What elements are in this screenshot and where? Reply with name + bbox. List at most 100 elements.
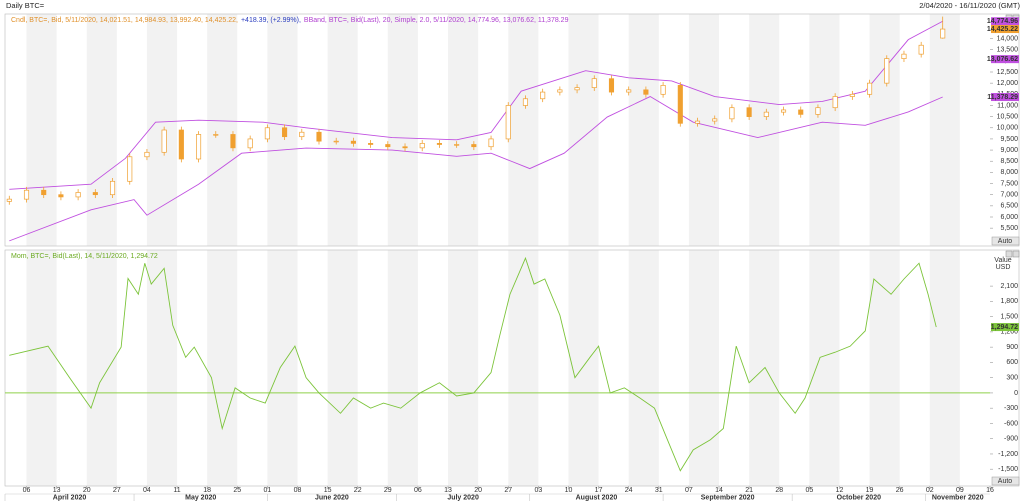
candle-body <box>522 98 529 106</box>
week-stripe <box>26 250 57 486</box>
x-tick-label: 08 <box>294 487 302 494</box>
week-stripe <box>568 250 599 486</box>
y-tick-label: 10,500 <box>997 113 1019 120</box>
candle-body <box>729 107 735 120</box>
x-tick-label: 21 <box>745 487 753 494</box>
week-stripe <box>327 250 358 486</box>
candle-body <box>161 129 167 153</box>
panel-control[interactable] <box>1005 250 1013 258</box>
candle-body <box>299 131 305 138</box>
y-tick-label: 14,000 <box>997 35 1019 42</box>
auto-button[interactable] <box>991 236 1020 246</box>
candle-body <box>178 129 184 160</box>
value-badge-label: 14,425.22 <box>987 26 1018 33</box>
legend-entry: +418.39, (+2.99%), <box>241 17 301 24</box>
panel-legend: Mom, BTC=, Bid(Last), 14, 5/11/2020, 1,2… <box>11 253 158 260</box>
candle-body <box>92 192 98 196</box>
x-tick-label: 15 <box>324 487 332 494</box>
candle-body <box>505 105 511 140</box>
x-tick-label: 07 <box>685 487 693 494</box>
candle-body <box>574 87 580 91</box>
week-stripe <box>869 14 900 246</box>
x-tick-label: 24 <box>625 487 633 494</box>
candle-body <box>333 140 339 143</box>
y-axis-label: Value <box>994 257 1011 264</box>
candle-body <box>591 78 597 88</box>
y-tick-label: -1,200 <box>998 451 1018 458</box>
candle-body <box>127 156 133 182</box>
candle-body <box>763 111 769 117</box>
candle-body <box>75 192 81 198</box>
x-tick-label: 18 <box>203 487 211 494</box>
candle-body <box>23 189 30 200</box>
y-tick-label: -900 <box>1004 436 1018 443</box>
candle-body <box>316 131 322 142</box>
y-tick-label: 900 <box>1006 344 1018 351</box>
week-stripe <box>448 250 479 486</box>
candle-body <box>419 143 425 149</box>
y-tick-label: 8,500 <box>1000 158 1018 165</box>
candle-body <box>557 89 563 93</box>
y-tick-label: 7,000 <box>1000 192 1018 199</box>
x-tick-label: 01 <box>263 487 271 494</box>
auto-button-label[interactable]: Auto <box>998 478 1013 485</box>
value-badge-label: 1,294.72 <box>991 324 1018 331</box>
y-tick-label: -600 <box>1004 420 1018 427</box>
week-stripe <box>327 14 358 246</box>
x-tick-label: 31 <box>655 487 663 494</box>
month-label: June 2020 <box>315 494 349 501</box>
y-tick-label: 6,000 <box>1000 214 1018 221</box>
y-tick-label: 1,200 <box>1000 329 1018 336</box>
y-tick-label: 6,500 <box>1000 203 1018 210</box>
candle-body <box>746 107 752 117</box>
candle-body <box>385 144 391 148</box>
month-label: May 2020 <box>185 494 216 501</box>
week-stripe <box>929 250 960 486</box>
month-label: August 2020 <box>576 494 618 501</box>
x-tick-label: 20 <box>83 487 91 494</box>
candle-body <box>712 118 718 122</box>
candle-body <box>6 198 12 202</box>
candle-body <box>350 140 356 144</box>
y-tick-label: 7,500 <box>1000 180 1018 187</box>
legend-entry: Cndl, BTC=, Bid, 5/11/2020, 14,021.51, 1… <box>11 17 238 24</box>
x-tick-label: 25 <box>233 487 241 494</box>
value-badge <box>991 55 1019 64</box>
candle-body <box>626 89 632 93</box>
x-tick-label: 10 <box>565 487 573 494</box>
week-stripe <box>86 250 117 486</box>
candle-body <box>643 89 649 95</box>
candle-body <box>867 82 873 95</box>
panel-control[interactable] <box>1012 250 1020 258</box>
month-label: July 2020 <box>447 494 479 501</box>
value-badge-label: 13,076.62 <box>987 56 1018 63</box>
candle-body <box>247 138 253 149</box>
month-label: September 2020 <box>701 494 755 501</box>
auto-button-label[interactable]: Auto <box>998 238 1013 245</box>
x-tick-label: 22 <box>354 487 362 494</box>
week-stripe <box>146 250 178 486</box>
candle-body <box>196 134 202 160</box>
week-stripe <box>207 14 238 246</box>
candle-body <box>884 58 890 84</box>
x-tick-label: 26 <box>896 487 904 494</box>
auto-button[interactable] <box>991 476 1020 486</box>
y-tick-label: 600 <box>1006 359 1018 366</box>
week-stripe <box>508 250 539 486</box>
x-tick-label: 13 <box>444 487 452 494</box>
week-stripe <box>508 14 539 246</box>
y-tick-label: 2,100 <box>1000 283 1018 290</box>
y-tick-label: 0 <box>1014 390 1018 397</box>
week-stripe <box>26 14 57 246</box>
candle-body <box>849 93 855 97</box>
line-series <box>9 256 937 472</box>
y-tick-label: 11,000 <box>997 102 1018 109</box>
line-series <box>9 96 943 242</box>
legend-entry: Mom, BTC=, Bid(Last), 14, 5/11/2020, 1,2… <box>11 253 158 260</box>
x-tick-label: 27 <box>504 487 512 494</box>
x-tick-label: 13 <box>53 487 61 494</box>
week-stripe <box>749 14 780 246</box>
value-badge <box>991 25 1019 34</box>
candle-body <box>144 151 150 158</box>
